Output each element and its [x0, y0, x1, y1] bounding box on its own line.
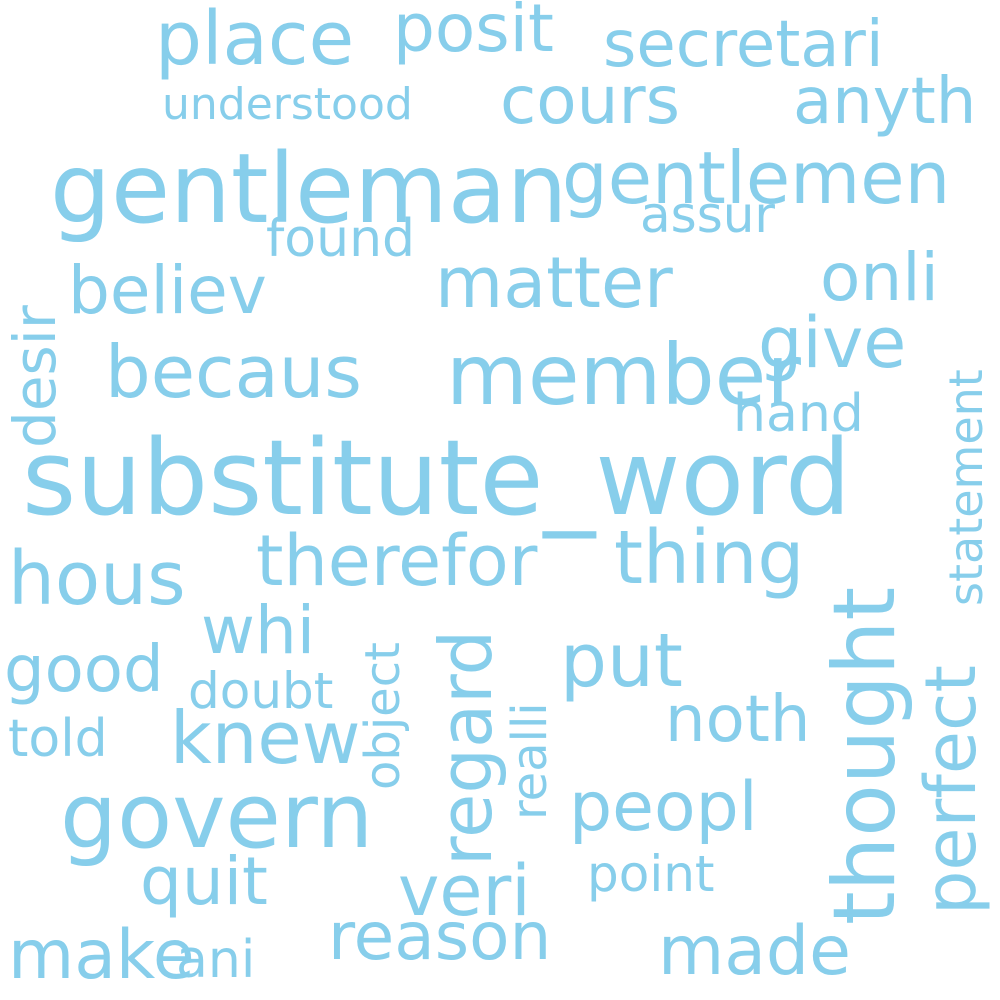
word-gentleman: gentleman — [50, 133, 568, 245]
word-perfect: perfect — [910, 665, 992, 915]
word-therefor: therefor — [256, 520, 538, 602]
word-reason: reason — [328, 898, 552, 975]
word-thing: thing — [614, 515, 805, 601]
word-cours: cours — [500, 62, 681, 139]
word-becaus: becaus — [105, 330, 362, 414]
word-onli: onli — [820, 239, 939, 316]
word-give: give — [758, 302, 907, 384]
word-made: made — [658, 912, 851, 991]
word-understood: understood — [162, 79, 413, 130]
word-believ: believ — [68, 252, 267, 329]
word-object: object — [355, 642, 411, 790]
word-posit: posit — [393, 0, 554, 67]
word-knew: knew — [170, 696, 361, 780]
word-point: point — [587, 845, 715, 903]
word-substitute-word: substitute_word — [22, 417, 852, 539]
word-assur: assur — [640, 186, 775, 244]
word-secretari: secretari — [603, 8, 884, 82]
word-found: found — [266, 209, 416, 269]
word-peopl: peopl — [569, 768, 758, 847]
word-member: member — [446, 326, 801, 424]
word-anyth: anyth — [793, 65, 977, 139]
word-matter: matter — [435, 242, 673, 324]
word-thought: thought — [815, 586, 915, 925]
word-doubt: doubt — [188, 662, 334, 720]
word-noth: noth — [665, 683, 811, 757]
word-quit: quit — [140, 843, 268, 920]
word-place: place — [155, 0, 355, 82]
word-realli: realli — [502, 702, 558, 820]
word-hous: hous — [8, 536, 186, 622]
word-statement: statement — [939, 369, 993, 606]
word-govern: govern — [60, 764, 374, 869]
word-good: good — [4, 633, 164, 707]
word-told: told — [8, 709, 108, 769]
word-make: make — [8, 916, 195, 995]
word-put: put — [560, 618, 683, 704]
word-veri: veri — [398, 850, 531, 932]
word-desir: desir — [1, 305, 69, 448]
word-hand: hand — [733, 384, 864, 444]
word-gentlemen: gentlemen — [562, 136, 951, 220]
word-ani: ani — [176, 930, 256, 990]
word-regard: regard — [424, 629, 508, 866]
word-whi: whi — [201, 592, 316, 669]
